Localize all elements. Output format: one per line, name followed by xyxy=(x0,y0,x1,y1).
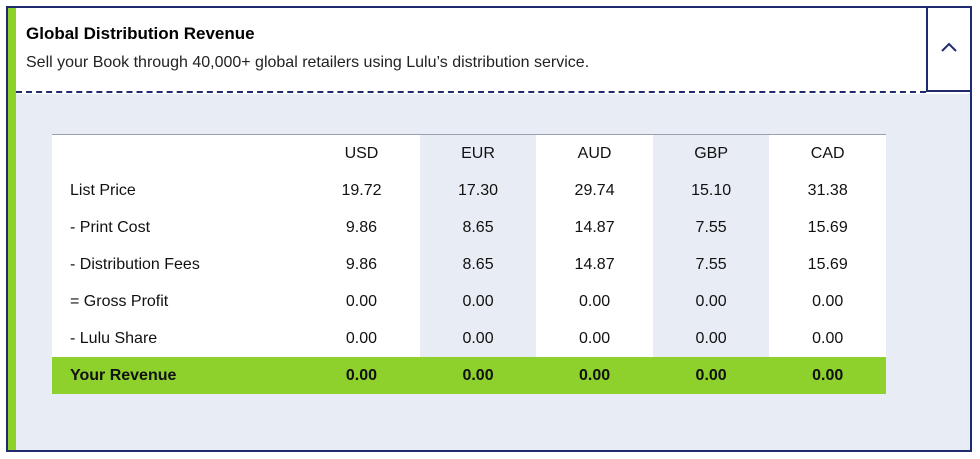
panel-subtitle: Sell your Book through 40,000+ global re… xyxy=(26,54,590,71)
accent-bar xyxy=(8,8,16,450)
header-empty-cell xyxy=(52,134,304,172)
row-label: = Gross Profit xyxy=(52,283,304,320)
row-label: - Lulu Share xyxy=(52,320,304,357)
table-cell: 0.00 xyxy=(652,283,770,320)
table-header-row: USD EUR AUD GBP CAD xyxy=(52,134,886,172)
revenue-table: USD EUR AUD GBP CAD List Price 19.72 17.… xyxy=(52,134,886,394)
table-cell: 8.65 xyxy=(419,246,537,283)
row-label: - Print Cost xyxy=(52,209,304,246)
distribution-revenue-panel: Global Distribution Revenue Sell your Bo… xyxy=(6,6,972,452)
table-cell: 19.72 xyxy=(303,172,420,209)
table-cell: 0.00 xyxy=(419,320,537,357)
table-row: - Lulu Share 0.00 0.00 0.00 0.00 0.00 xyxy=(52,320,886,357)
table-cell: 0.00 xyxy=(419,357,537,394)
table-cell: 9.86 xyxy=(303,246,420,283)
table-cell: 7.55 xyxy=(652,246,770,283)
table-cell: 7.55 xyxy=(652,209,770,246)
collapse-toggle-button[interactable] xyxy=(926,8,970,92)
table-cell: 0.00 xyxy=(303,320,420,357)
column-header-usd: USD xyxy=(303,134,420,172)
table-row: - Distribution Fees 9.86 8.65 14.87 7.55… xyxy=(52,246,886,283)
panel-header[interactable]: Global Distribution Revenue Sell your Bo… xyxy=(16,8,970,92)
table-cell: 14.87 xyxy=(536,209,653,246)
column-header-cad: CAD xyxy=(769,134,886,172)
table-cell: 15.69 xyxy=(769,246,886,283)
panel-title: Global Distribution Revenue xyxy=(26,24,255,43)
column-header-eur: EUR xyxy=(419,134,537,172)
table-cell: 15.69 xyxy=(769,209,886,246)
column-header-gbp: GBP xyxy=(652,134,770,172)
table-cell: 0.00 xyxy=(769,357,886,394)
table-cell: 17.30 xyxy=(419,172,537,209)
table-cell: 0.00 xyxy=(536,357,653,394)
table-row: = Gross Profit 0.00 0.00 0.00 0.00 0.00 xyxy=(52,283,886,320)
table-cell: 0.00 xyxy=(303,357,420,394)
column-header-aud: AUD xyxy=(536,134,653,172)
row-label: - Distribution Fees xyxy=(52,246,304,283)
table-row: List Price 19.72 17.30 29.74 15.10 31.38 xyxy=(52,172,886,209)
table-cell: 29.74 xyxy=(536,172,653,209)
table-cell: 0.00 xyxy=(769,320,886,357)
header-divider xyxy=(16,91,926,93)
table-cell: 31.38 xyxy=(769,172,886,209)
table-cell: 0.00 xyxy=(536,283,653,320)
table-cell: 9.86 xyxy=(303,209,420,246)
table-cell: 0.00 xyxy=(769,283,886,320)
table-cell: 0.00 xyxy=(536,320,653,357)
row-label: List Price xyxy=(52,172,304,209)
table-cell: 15.10 xyxy=(652,172,770,209)
table-cell: 14.87 xyxy=(536,246,653,283)
table-cell: 0.00 xyxy=(303,283,420,320)
table-cell: 8.65 xyxy=(419,209,537,246)
panel-body: USD EUR AUD GBP CAD List Price 19.72 17.… xyxy=(16,94,970,450)
chevron-up-icon xyxy=(940,40,958,58)
your-revenue-row: Your Revenue 0.00 0.00 0.00 0.00 0.00 xyxy=(52,357,886,394)
table-row: - Print Cost 9.86 8.65 14.87 7.55 15.69 xyxy=(52,209,886,246)
row-label: Your Revenue xyxy=(52,357,304,394)
table-cell: 0.00 xyxy=(419,283,537,320)
table-cell: 0.00 xyxy=(652,320,770,357)
table-cell: 0.00 xyxy=(652,357,770,394)
